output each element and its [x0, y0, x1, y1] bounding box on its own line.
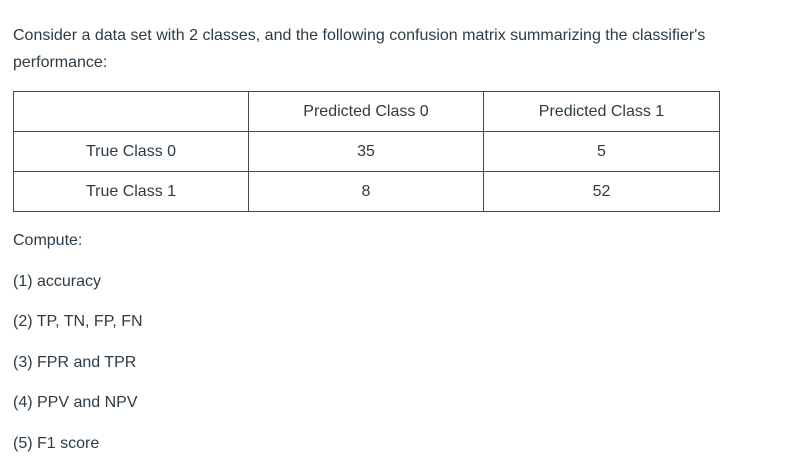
list-item: (1) accuracy — [13, 271, 143, 312]
list-item: (3) FPR and TPR — [13, 352, 143, 393]
list-item: (2) TP, TN, FP, FN — [13, 311, 143, 352]
list-item: (5) F1 score — [13, 433, 143, 473]
cell-true0-pred0: 35 — [249, 132, 484, 172]
cell-true0-pred1: 5 — [484, 132, 720, 172]
cell-true1-pred0: 8 — [249, 172, 484, 212]
row-label-true-class-0: True Class 0 — [14, 132, 249, 172]
table-header-row: Predicted Class 0 Predicted Class 1 — [14, 92, 720, 132]
confusion-matrix-table: Predicted Class 0 Predicted Class 1 True… — [13, 91, 720, 212]
column-header-predicted-class-0: Predicted Class 0 — [249, 92, 484, 132]
row-label-true-class-1: True Class 1 — [14, 172, 249, 212]
column-header-predicted-class-1: Predicted Class 1 — [484, 92, 720, 132]
table-row: True Class 1 8 52 — [14, 172, 720, 212]
table-row: True Class 0 35 5 — [14, 132, 720, 172]
list-item: (4) PPV and NPV — [13, 392, 143, 433]
table-corner-cell — [14, 92, 249, 132]
compute-list: Compute: (1) accuracy (2) TP, TN, FP, FN… — [13, 230, 143, 473]
compute-label: Compute: — [13, 230, 143, 271]
cell-true1-pred1: 52 — [484, 172, 720, 212]
question-intro: Consider a data set with 2 classes, and … — [13, 22, 788, 76]
